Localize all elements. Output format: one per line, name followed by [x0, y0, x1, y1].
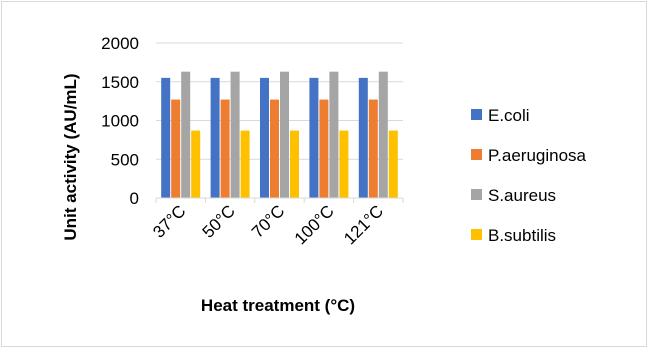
legend-label: S.aureus — [488, 186, 556, 205]
bar-b-subtilis — [290, 130, 299, 198]
bar-e-coli — [161, 77, 171, 198]
y-axis-title: Unit activity (AU/mL) — [61, 73, 80, 240]
bar-e-coli — [309, 77, 319, 198]
y-tick-label: 0 — [130, 189, 139, 208]
bar-p-aeruginosa — [220, 99, 230, 198]
bar-b-subtilis — [339, 130, 349, 198]
y-tick-labels: 0 500 1000 1500 2000 — [101, 34, 139, 208]
bar-e-coli — [210, 77, 220, 198]
y-tick-label: 1500 — [101, 73, 139, 92]
bar-b-subtilis — [191, 130, 201, 198]
y-tick-label: 1000 — [101, 112, 139, 131]
legend-swatch — [471, 149, 482, 160]
y-tick-label: 500 — [111, 150, 139, 169]
legend-swatch — [471, 229, 482, 240]
bar-s-aureus — [181, 71, 191, 198]
x-tick-label: 50°C — [199, 201, 239, 241]
x-axis-title: Heat treatment (°C) — [201, 296, 355, 315]
x-tick-label: 70°C — [248, 201, 288, 241]
legend-swatch — [471, 189, 482, 200]
bar-e-coli — [260, 77, 269, 198]
bar-p-aeruginosa — [319, 99, 329, 198]
bar-s-aureus — [230, 71, 240, 198]
bar-p-aeruginosa — [368, 99, 378, 198]
bars — [161, 71, 398, 198]
bar-p-aeruginosa — [270, 99, 279, 198]
x-tick-label: 121°C — [340, 201, 387, 248]
bar-b-subtilis — [240, 130, 250, 198]
legend-swatch — [471, 109, 482, 120]
bar-b-subtilis — [388, 130, 398, 198]
x-tick-labels: 37°C 50°C 70°C 100°C 121°C — [149, 201, 387, 248]
bar-e-coli — [358, 77, 368, 198]
legend-label: P.aeruginosa — [488, 146, 587, 165]
y-tick-label: 2000 — [101, 34, 139, 53]
x-tick-label: 100°C — [291, 201, 338, 248]
bar-s-aureus — [280, 71, 289, 198]
bar-s-aureus — [378, 71, 388, 198]
axes — [155, 197, 404, 203]
legend: E.coli P.aeruginosa S.aureus B.subtilis — [471, 106, 587, 245]
legend-label: B.subtilis — [488, 226, 556, 245]
bar-p-aeruginosa — [171, 99, 181, 198]
bar-s-aureus — [329, 71, 339, 198]
legend-label: E.coli — [488, 106, 530, 125]
x-tick-label: 37°C — [149, 201, 189, 241]
